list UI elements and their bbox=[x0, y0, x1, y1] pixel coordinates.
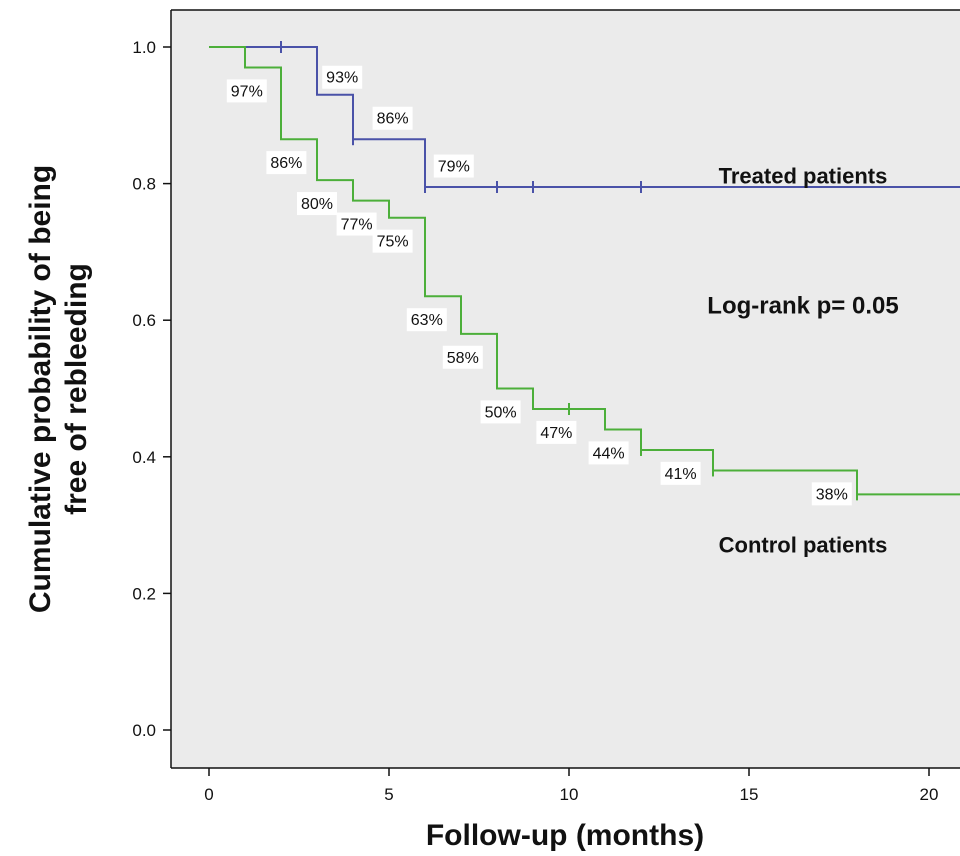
percent-label: 93% bbox=[326, 70, 358, 87]
percent-label-box bbox=[322, 65, 363, 89]
y-tick-label: 1.0 bbox=[132, 38, 156, 57]
percent-label-box bbox=[266, 151, 307, 175]
percent-label: 75% bbox=[377, 234, 409, 251]
percent-label: 44% bbox=[593, 445, 625, 462]
y-tick-label: 0.0 bbox=[132, 721, 156, 740]
percent-label-box bbox=[297, 192, 337, 216]
x-tick-label: 10 bbox=[560, 785, 579, 804]
percent-label: 77% bbox=[341, 217, 373, 234]
percent-label: 50% bbox=[485, 404, 517, 421]
percent-label: 47% bbox=[540, 425, 572, 442]
x-axis-ticks: 0 5 10 15 20 bbox=[204, 768, 938, 804]
percent-label: 79% bbox=[438, 159, 470, 176]
percent-label-box bbox=[811, 482, 852, 506]
series-line-1 bbox=[209, 46, 960, 496]
percent-label: 86% bbox=[270, 155, 302, 172]
y-tick-label: 0.4 bbox=[132, 448, 156, 467]
group-annotation: Treated patients bbox=[719, 164, 888, 189]
y-tick-label: 0.2 bbox=[132, 584, 156, 603]
percent-label-box bbox=[480, 400, 521, 424]
percent-label-box bbox=[226, 79, 267, 103]
x-tick-label: 5 bbox=[384, 785, 393, 804]
series-line-0 bbox=[209, 46, 960, 189]
percent-label-box bbox=[442, 345, 483, 369]
y-tick-label: 0.8 bbox=[132, 175, 156, 194]
y-axis-title-line-2: free of rebleeding bbox=[60, 263, 93, 515]
percent-labels: 93% 86% 79% 97% 86% 80% 77%75% 63% 58% 50% 47% 44% 4… bbox=[226, 65, 852, 506]
plot-area bbox=[171, 10, 960, 768]
percent-label-box bbox=[336, 212, 377, 236]
x-tick-label: 20 bbox=[920, 785, 939, 804]
percent-label-box bbox=[372, 229, 413, 253]
series-layer bbox=[209, 41, 960, 501]
annotations: Treated patients Log-rank p= 0.05 Control … bbox=[707, 164, 898, 558]
group-annotation: Control patients bbox=[719, 532, 888, 557]
percent-label-box bbox=[406, 308, 447, 332]
x-tick-label: 15 bbox=[740, 785, 759, 804]
percent-label: 58% bbox=[447, 350, 479, 367]
percent-label: 41% bbox=[665, 466, 697, 483]
x-tick-label: 0 bbox=[204, 785, 213, 804]
percent-label: 86% bbox=[377, 111, 409, 128]
percent-label-box bbox=[660, 461, 701, 485]
percent-label-box bbox=[372, 106, 413, 130]
percent-label-box bbox=[536, 420, 577, 444]
percent-label: 97% bbox=[231, 83, 263, 100]
y-axis-title-line-1: Cumulative probability of being bbox=[24, 165, 57, 613]
y-axis-ticks: 0.0 0.2 0.4 0.6 0.8 1.0 bbox=[132, 38, 171, 740]
pvalue-annotation: Log-rank p= 0.05 bbox=[707, 292, 898, 319]
percent-label: 38% bbox=[816, 486, 848, 503]
x-axis-title: Follow-up (months) bbox=[426, 819, 704, 852]
percent-label: 80% bbox=[301, 196, 333, 213]
y-tick-label: 0.6 bbox=[132, 311, 156, 330]
percent-label-box bbox=[588, 441, 629, 465]
percent-label-box bbox=[433, 154, 474, 178]
percent-label: 63% bbox=[411, 312, 443, 329]
